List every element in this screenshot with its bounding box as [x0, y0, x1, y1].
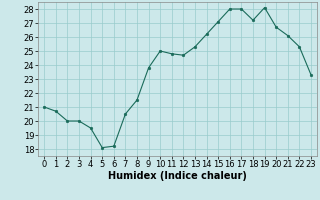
X-axis label: Humidex (Indice chaleur): Humidex (Indice chaleur)	[108, 171, 247, 181]
